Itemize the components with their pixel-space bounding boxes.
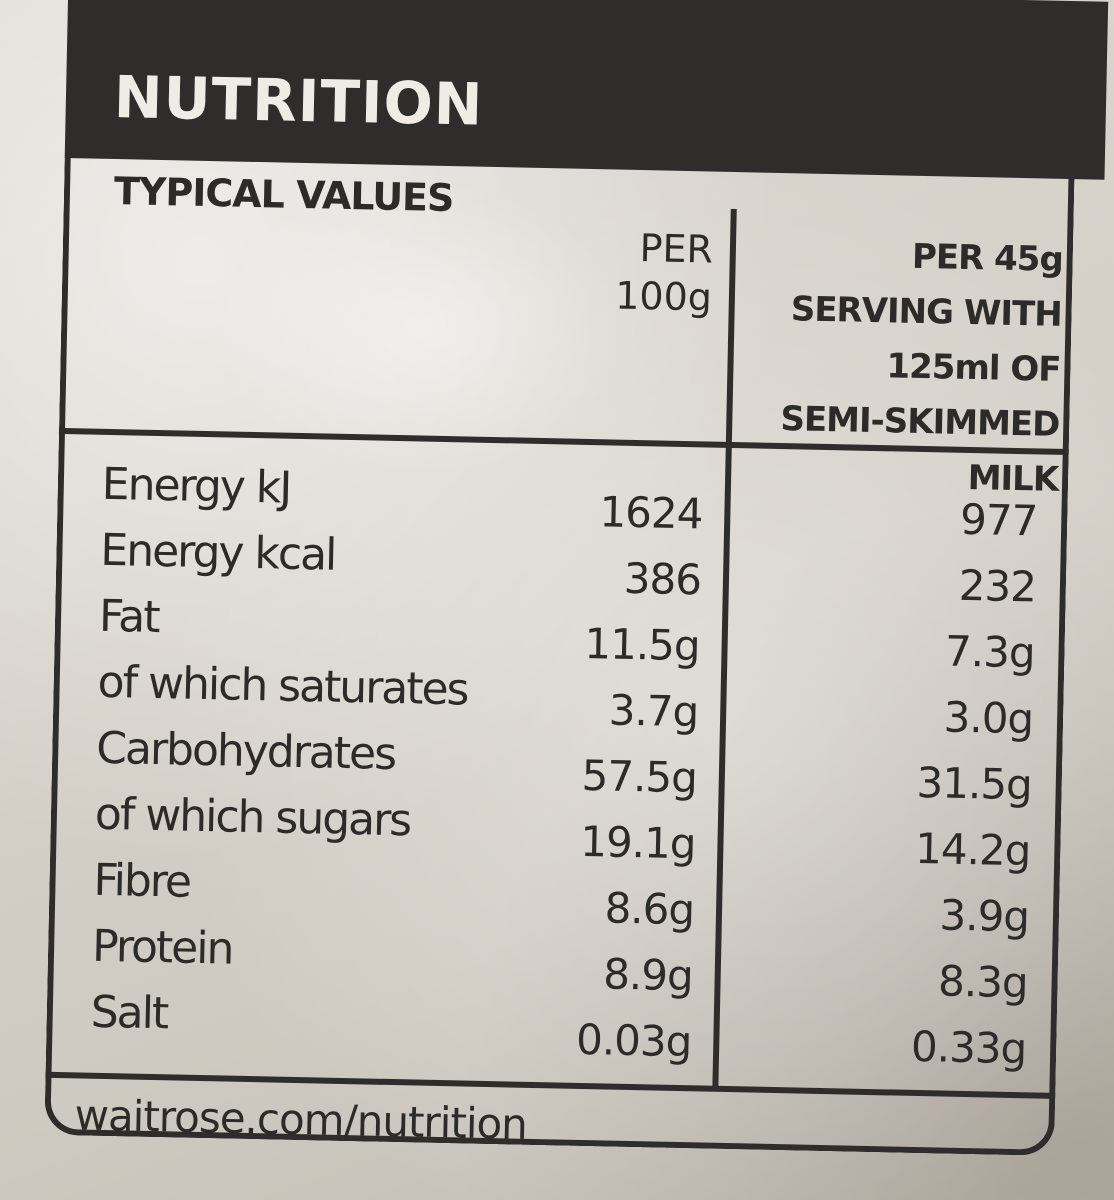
nutrient-rows: Energy kJ 1624 977 Energy kcal 386 232 F… (46, 458, 1068, 1073)
per-100g-value: 11.5g (583, 618, 701, 671)
typical-values-heading: TYPICAL VALUES (113, 169, 454, 221)
per-serving-value: 14.2g (914, 823, 1031, 876)
per-serving-value: 977 (959, 494, 1038, 546)
per-100g-value: 19.1g (579, 816, 696, 869)
nutrient-name: Salt (90, 986, 168, 1040)
nutrition-label: NUTRITION TYPICAL VALUES PER 100g PER 45… (44, 0, 1109, 1157)
per-serving-header: PER 45g SERVING WITH 125ml OF SEMI-SKIMM… (758, 227, 1064, 508)
nutrient-name: of which saturates (97, 656, 469, 716)
nutrient-name: Energy kcal (99, 524, 336, 581)
per-serving-value: 232 (958, 560, 1037, 612)
nutrient-name: Carbohydrates (95, 722, 396, 781)
label-title: NUTRITION (113, 62, 485, 139)
per-100g-value: 386 (623, 553, 702, 605)
nutrient-name: Fat (98, 590, 160, 644)
nutrition-url: waitrose.com/nutrition (74, 1090, 528, 1149)
per-100g-header: PER 100g (581, 223, 714, 322)
per-100g-value: 8.6g (604, 883, 695, 935)
per-serving-value: 31.5g (916, 757, 1033, 810)
per-100g-value: 8.9g (602, 949, 694, 1001)
per-100g-value: 3.7g (608, 685, 699, 737)
nutrient-name: of which sugars (94, 788, 411, 847)
per-100g-value: 57.5g (581, 750, 698, 803)
col1-line: PER (639, 226, 714, 272)
col2-line: PER 45g (911, 236, 1064, 280)
per-serving-value: 0.33g (910, 1021, 1027, 1074)
nutrient-name: Fibre (93, 854, 191, 908)
per-serving-value: 7.3g (944, 626, 1036, 678)
per-serving-value: 3.0g (943, 692, 1034, 744)
col2-line: SERVING WITH (790, 289, 1063, 335)
per-serving-value: 3.9g (939, 890, 1030, 942)
nutrient-name: Energy kJ (101, 458, 291, 514)
col2-line: 125ml OF (886, 346, 1061, 390)
nutrient-name: Protein (91, 920, 233, 975)
per-100g-value: 0.03g (575, 1014, 692, 1067)
per-serving-value: 8.3g (937, 956, 1029, 1008)
col1-line: 100g (614, 273, 713, 320)
per-100g-value: 1624 (598, 487, 703, 539)
